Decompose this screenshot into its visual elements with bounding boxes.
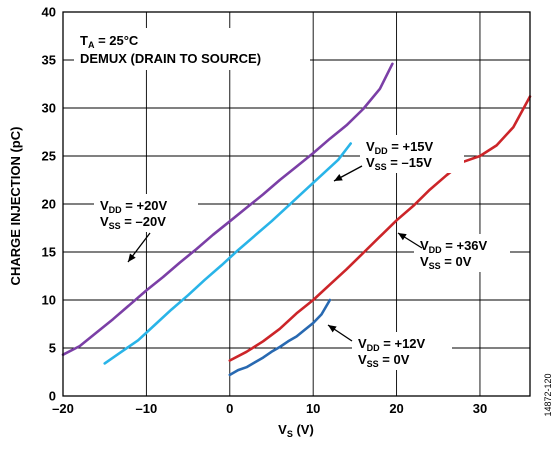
temperature-sub: A [88,40,95,50]
y-tick-label: 35 [42,53,56,68]
y-tick-label: 15 [42,245,56,260]
conditions-box-bg [74,28,310,70]
y-tick-label: 25 [42,149,56,164]
y-tick-label: 20 [42,197,56,212]
x-axis-label-sub: S [287,429,293,439]
y-axis-label: CHARGE INJECTION (pC) [8,127,23,286]
annotation-arrowhead-3 [398,233,407,241]
temperature-label: TA = 25°C [80,33,139,50]
vdd-label-1: VDD = +20V [100,198,168,215]
annotation-arrowhead-4 [328,325,337,333]
x-axis-label-v: V [278,422,287,437]
x-tick-label: 30 [473,401,487,416]
figure-id: 14872-120 [543,373,553,416]
x-tick-label: –20 [52,401,74,416]
vss-label-4: VSS = 0V [358,352,410,369]
series-line-2 [103,142,353,365]
vss-label-3: VSS = 0V [420,254,472,271]
x-tick-label: 0 [226,401,233,416]
vdd-label-4: VDD = +12V [358,336,426,353]
temperature-value: = 25°C [94,33,138,48]
series-line-1 [61,62,394,357]
series-line-4 [228,298,332,377]
annotation-bg-1 [94,194,198,232]
x-axis-label-unit: (V) [293,422,314,437]
x-tick-label: 10 [306,401,320,416]
annotation-bg-4 [352,332,452,370]
y-tick-label: 40 [42,5,56,20]
y-tick-label: 0 [49,389,56,404]
vdd-label-3: VDD = +36V [420,238,488,255]
annotation-arrowhead-1 [128,253,136,262]
y-tick-label: 10 [42,293,56,308]
y-tick-label: 5 [49,341,56,356]
series-line-3 [228,95,532,362]
annotation-bg-3 [414,234,510,272]
tick-labels: 0 5 10 15 20 25 30 35 40 –20 –10 0 10 20 30 [42,5,488,417]
vss-label-2: VSS = –15V [366,155,432,172]
x-axis-label: VS (V) [278,422,314,439]
annotation-arrowhead-2 [334,174,343,181]
x-tick-label: –10 [136,401,158,416]
annotation-bg-2 [360,135,464,173]
x-tick-label: 20 [389,401,403,416]
vdd-label-2: VDD = +15V [366,139,434,156]
plot-frame [62,11,531,397]
y-tick-label: 30 [42,101,56,116]
vss-label-1: VSS = –20V [100,214,166,231]
mode-label: DEMUX (DRAIN TO SOURCE) [80,51,261,66]
series-lines [61,62,532,377]
temperature-t: T [80,33,88,48]
